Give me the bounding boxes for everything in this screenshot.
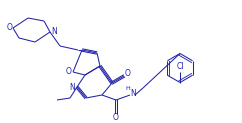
Text: O: O (113, 114, 119, 123)
Text: N: N (69, 83, 75, 92)
Text: O: O (66, 68, 72, 77)
Text: O: O (7, 23, 13, 32)
Text: Cl: Cl (176, 62, 184, 71)
Text: H: H (126, 85, 130, 91)
Text: N: N (130, 90, 136, 99)
Text: N: N (51, 28, 57, 37)
Text: O: O (125, 69, 131, 78)
